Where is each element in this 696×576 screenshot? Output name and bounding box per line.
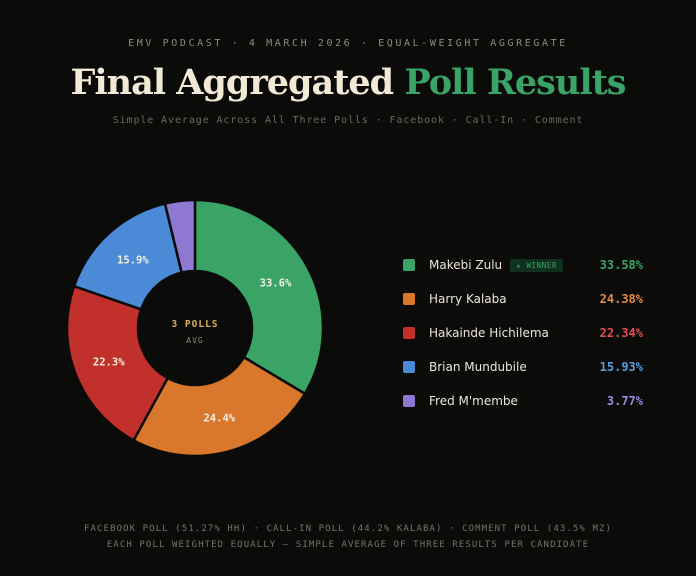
chart-legend: Makebi Zulu ★ WINNER 33.58% Harry Kalaba 24.… bbox=[403, 248, 653, 418]
slice-label-makebi-zulu: 33.6% bbox=[260, 277, 292, 289]
slice-label-harry-kalaba: 24.4% bbox=[203, 412, 235, 424]
legend-name: Makebi Zulu bbox=[429, 258, 503, 272]
footer-poll-sources: FACEBOOK POLL (51.27% HH) · CALL-IN POLL… bbox=[84, 524, 612, 534]
slice-fred-m-membe bbox=[163, 198, 197, 275]
winner-badge: ★ WINNER bbox=[510, 258, 564, 272]
slice-label-hakainde-hichilema: 22.3% bbox=[93, 356, 125, 368]
legend-swatch bbox=[403, 327, 415, 339]
title-primary: Final Aggregated bbox=[70, 62, 395, 103]
legend-name: Hakainde Hichilema bbox=[429, 326, 549, 340]
title-accent: Poll Results bbox=[404, 62, 626, 103]
legend-row-fred-m-membe: Fred M'membe 3.77% bbox=[403, 384, 653, 418]
legend-name: Harry Kalaba bbox=[429, 292, 507, 306]
slice-makebi-zulu bbox=[193, 198, 325, 396]
legend-value: 22.34% bbox=[599, 326, 643, 340]
legend-swatch bbox=[403, 259, 415, 271]
donut-hole bbox=[139, 272, 251, 384]
footer-method-note: EACH POLL WEIGHTED EQUALLY — SIMPLE AVER… bbox=[106, 540, 590, 550]
legend-swatch bbox=[403, 361, 415, 373]
legend-value: 24.38% bbox=[599, 292, 643, 306]
legend-row-harry-kalaba: Harry Kalaba 24.38% bbox=[403, 282, 653, 316]
legend-row-hakainde-hichilema: Hakainde Hichilema 22.34% bbox=[403, 316, 653, 350]
legend-row-makebi-zulu: Makebi Zulu ★ WINNER 33.58% bbox=[403, 248, 653, 282]
legend-value: 33.58% bbox=[599, 258, 643, 272]
legend-swatch bbox=[403, 293, 415, 305]
page-subtitle: Simple Average Across All Three Polls · … bbox=[112, 115, 584, 126]
legend-value: 15.93% bbox=[599, 360, 643, 374]
center-label-avg: AVG bbox=[186, 336, 203, 345]
center-label-count: 3 POLLS bbox=[171, 319, 218, 330]
slice-hakainde-hichilema bbox=[65, 284, 170, 443]
slice-label-brian-mundubile: 15.9% bbox=[117, 255, 149, 267]
donut-chart: 33.6% 24.4% 22.3% 15.9% 3 POLLS AVG bbox=[65, 198, 325, 458]
header-kicker: EMV PODCAST · 4 MARCH 2026 · EQUAL-WEIGH… bbox=[128, 38, 568, 49]
page-title: Final Aggregated Poll Results bbox=[0, 62, 696, 103]
legend-row-brian-mundubile: Brian Mundubile 15.93% bbox=[403, 350, 653, 384]
slice-harry-kalaba bbox=[131, 355, 307, 458]
legend-swatch bbox=[403, 395, 415, 407]
legend-value: 3.77% bbox=[606, 394, 643, 408]
legend-name: Fred M'membe bbox=[429, 394, 518, 408]
legend-name: Brian Mundubile bbox=[429, 360, 527, 374]
